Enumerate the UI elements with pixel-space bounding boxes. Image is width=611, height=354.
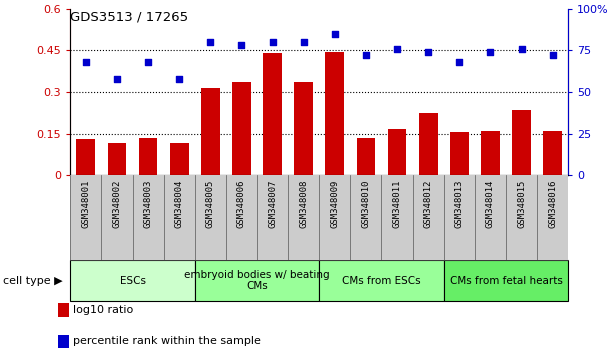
Text: GSM348007: GSM348007 — [268, 179, 277, 228]
Point — [236, 42, 246, 48]
Point — [517, 46, 527, 52]
Bar — [357, 138, 375, 175]
Bar — [512, 110, 531, 175]
Text: CMs from ESCs: CMs from ESCs — [342, 275, 421, 286]
Bar — [295, 82, 313, 175]
Text: GSM348003: GSM348003 — [144, 179, 153, 228]
Bar — [263, 53, 282, 175]
Text: GSM348013: GSM348013 — [455, 179, 464, 228]
Text: GSM348011: GSM348011 — [392, 179, 401, 228]
Point — [268, 39, 277, 45]
Text: embryoid bodies w/ beating
CMs: embryoid bodies w/ beating CMs — [184, 270, 330, 291]
Bar — [58, 303, 69, 317]
Bar — [388, 130, 406, 175]
Bar — [320, 260, 444, 301]
Point — [455, 59, 464, 65]
Bar — [481, 131, 500, 175]
Bar — [195, 260, 320, 301]
Point — [143, 59, 153, 65]
Text: GSM348016: GSM348016 — [548, 179, 557, 228]
Text: GSM348014: GSM348014 — [486, 179, 495, 228]
Bar — [139, 138, 158, 175]
Text: CMs from fetal hearts: CMs from fetal hearts — [450, 275, 562, 286]
Bar — [419, 113, 437, 175]
Point — [330, 31, 340, 37]
Text: GSM348010: GSM348010 — [362, 179, 370, 228]
Bar — [58, 335, 69, 348]
Point — [486, 49, 496, 55]
Text: GSM348009: GSM348009 — [331, 179, 339, 228]
Text: GSM348005: GSM348005 — [206, 179, 215, 228]
Point — [112, 76, 122, 81]
Bar — [76, 139, 95, 175]
Point — [299, 39, 309, 45]
Text: GSM348015: GSM348015 — [517, 179, 526, 228]
Point — [423, 49, 433, 55]
Point — [205, 39, 215, 45]
Text: GDS3513 / 17265: GDS3513 / 17265 — [70, 11, 188, 24]
Bar — [232, 82, 251, 175]
Point — [361, 53, 371, 58]
Text: cell type ▶: cell type ▶ — [3, 275, 63, 286]
Text: percentile rank within the sample: percentile rank within the sample — [73, 336, 261, 346]
Point — [174, 76, 184, 81]
Point — [81, 59, 90, 65]
Point — [392, 46, 402, 52]
Bar — [326, 52, 344, 175]
Text: GSM348008: GSM348008 — [299, 179, 308, 228]
Text: GSM348001: GSM348001 — [81, 179, 90, 228]
Text: GSM348006: GSM348006 — [237, 179, 246, 228]
Bar — [201, 88, 220, 175]
Bar — [170, 143, 189, 175]
Bar — [108, 143, 126, 175]
Text: log10 ratio: log10 ratio — [73, 305, 134, 315]
Bar — [444, 260, 568, 301]
Text: GSM348004: GSM348004 — [175, 179, 184, 228]
Bar — [543, 131, 562, 175]
Text: GSM348012: GSM348012 — [423, 179, 433, 228]
Point — [548, 53, 558, 58]
Bar — [70, 260, 195, 301]
Text: ESCs: ESCs — [120, 275, 145, 286]
Bar — [450, 132, 469, 175]
Text: GSM348002: GSM348002 — [112, 179, 122, 228]
